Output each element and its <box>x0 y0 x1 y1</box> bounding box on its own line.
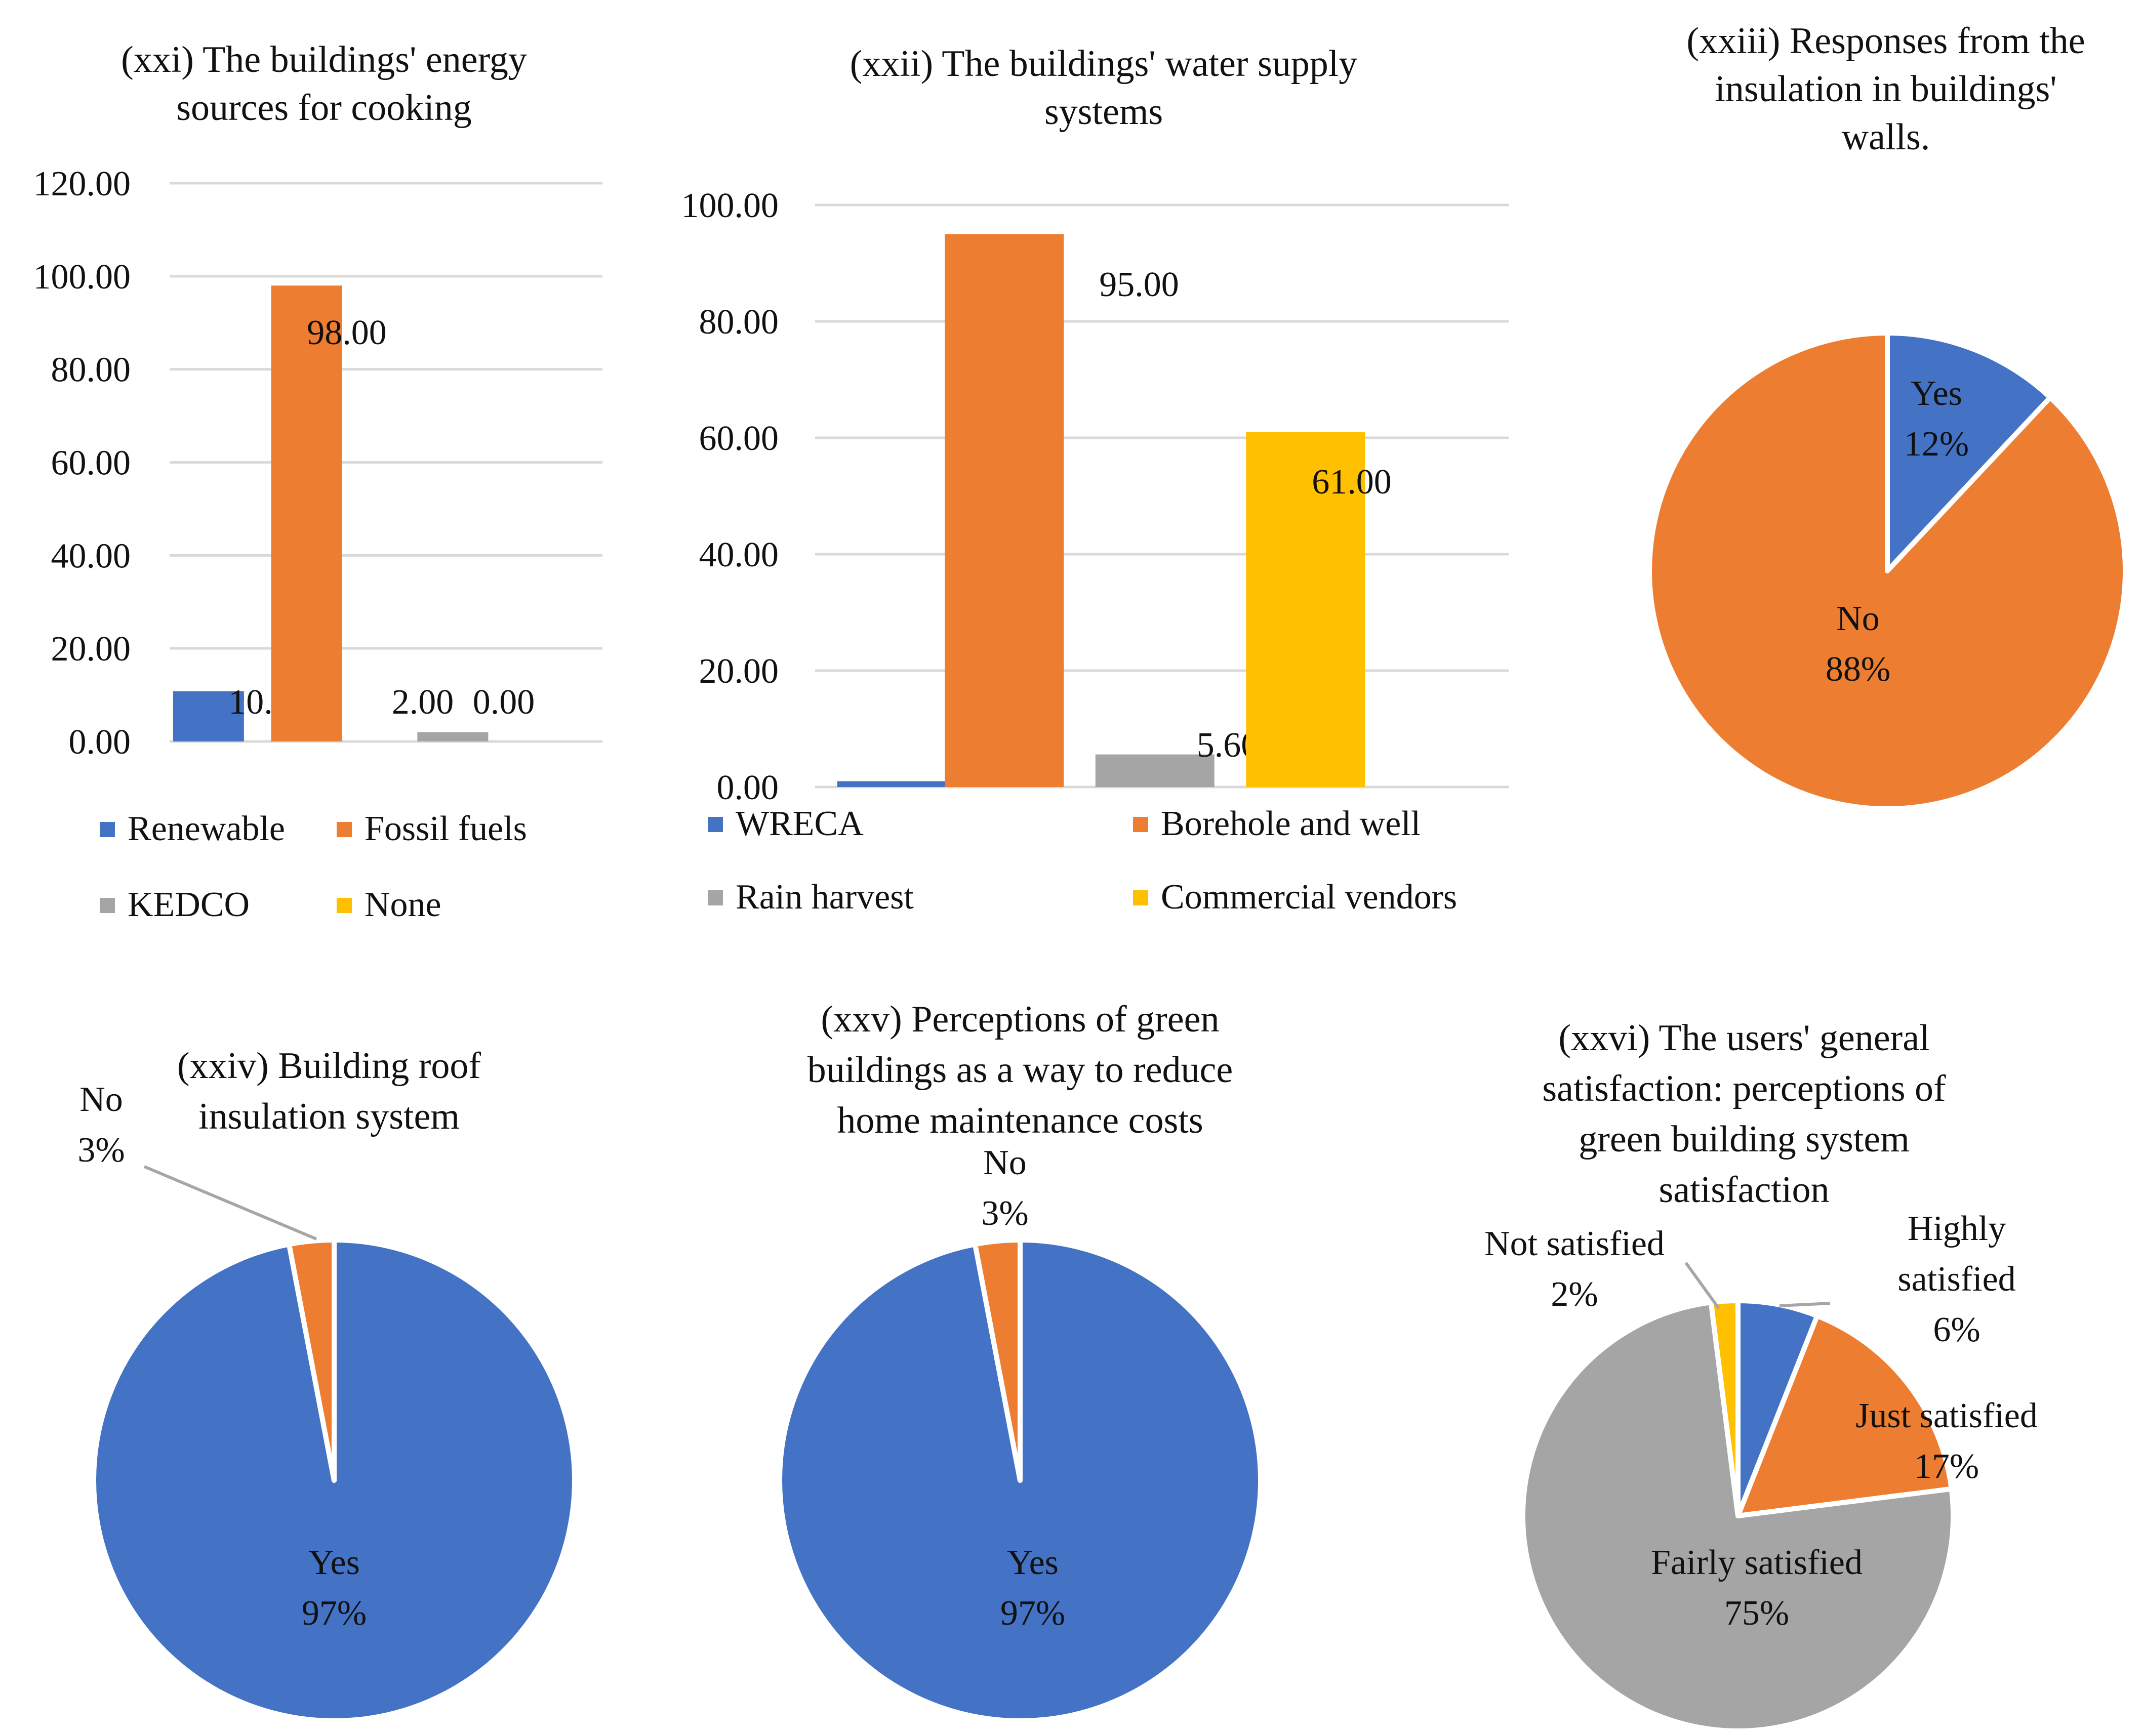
bar-xxi-fossil-fuels <box>271 285 342 741</box>
pie-slice-xxv-1 <box>972 1237 1023 1483</box>
y-tick-xxi-5: 100.00 <box>33 258 131 297</box>
legend-swatch-xxi-0 <box>100 822 115 837</box>
data-label-xxi-3: 0.00 <box>473 683 535 722</box>
leader-line-xxiv-1 <box>143 1165 317 1241</box>
y-tick-xxi-0: 0.00 <box>69 723 131 762</box>
slice-pct-xxiii-1: 88% <box>1826 650 1890 689</box>
slice-pct-xxiv-1: 3% <box>77 1131 125 1170</box>
slice-pct-xxv-0: 97% <box>1000 1594 1065 1633</box>
pie-slice-xxvi-1 <box>1735 1313 1954 1518</box>
title-xxv-line-3: home maintenance costs <box>837 1100 1203 1141</box>
slice-label-xxiii-0: Yes <box>1911 374 1962 413</box>
legend-label-xxii-1: Borehole and well <box>1161 804 1421 843</box>
data-label-xxi-1: 98.00 <box>307 313 387 352</box>
title-xxi-line-2: sources for cooking <box>176 87 472 129</box>
bar-xxii-borehole-and-well <box>945 234 1064 787</box>
y-tick-xxii-0: 0.00 <box>717 768 779 807</box>
title-xxiv-line-2: insulation system <box>198 1096 460 1137</box>
y-tick-xxi-2: 40.00 <box>51 536 131 575</box>
slice-pct-xxiv-0: 97% <box>302 1594 367 1633</box>
slice-pct-xxvi-1: 17% <box>1914 1447 1979 1486</box>
slice-label-xxvi-1-0: Just satisfied <box>1855 1396 2038 1435</box>
slice-label-xxiv-1: No <box>79 1080 123 1119</box>
pie-slice-xxvi-3 <box>1708 1298 1741 1518</box>
title-xxvi-line-2: satisfaction: perceptions of <box>1542 1068 1946 1109</box>
title-xxiii-line-2: insulation in buildings' <box>1715 68 2056 110</box>
title-xxiii-line-3: walls. <box>1842 116 1930 158</box>
title-xxvi-line-4: satisfaction <box>1659 1169 1829 1211</box>
legend-label-xxi-2: KEDCO <box>128 885 250 924</box>
title-xxv-line-2: buildings as a way to reduce <box>807 1049 1233 1091</box>
title-xxvi-line-1: (xxvi) The users' general <box>1558 1017 1929 1059</box>
slice-label-xxvi-3-0: Not satisfied <box>1484 1224 1665 1263</box>
y-tick-xxii-3: 60.00 <box>699 419 779 458</box>
legend-label-xxi-0: Renewable <box>128 809 285 848</box>
title-xxi-line-1: (xxi) The buildings' energy <box>121 39 527 80</box>
slice-label-xxvi-0-0: Highly <box>1908 1209 2006 1248</box>
legend-label-xxi-1: Fossil fuels <box>365 809 527 848</box>
legend-label-xxii-2: Rain harvest <box>736 878 914 917</box>
pie-slice-xxiii-1 <box>1647 330 2128 811</box>
y-tick-xxi-1: 20.00 <box>51 630 131 669</box>
slice-pct-xxvi-0: 6% <box>1933 1310 1980 1349</box>
y-tick-xxi-4: 80.00 <box>51 351 131 390</box>
title-xxiv-line-1: (xxiv) Building roof <box>177 1045 481 1087</box>
slice-pct-xxvi-3: 2% <box>1551 1275 1598 1314</box>
legend-swatch-xxi-2 <box>100 898 115 913</box>
leader-line-xxvi-3 <box>1684 1262 1720 1309</box>
pie-slice-xxiv-1 <box>286 1237 337 1483</box>
title-xxii-line-2: systems <box>1044 91 1163 133</box>
legend-swatch-xxi-1 <box>337 822 352 837</box>
data-label-xxii-1: 95.00 <box>1099 265 1179 304</box>
slice-label-xxvi-2-0: Fairly satisfied <box>1651 1543 1863 1582</box>
title-xxii-line-1: (xxii) The buildings' water supply <box>850 43 1358 85</box>
bar-xxi-renewable <box>173 691 244 741</box>
legend-swatch-xxii-2 <box>708 890 723 905</box>
data-label-xxi-2: 2.00 <box>392 683 454 722</box>
data-label-xxii-3: 61.00 <box>1312 463 1392 502</box>
slice-pct-xxvi-2: 75% <box>1724 1594 1789 1633</box>
slice-pct-xxiii-0: 12% <box>1904 425 1969 464</box>
title-xxvi-line-3: green building system <box>1579 1119 1910 1160</box>
legend-swatch-xxi-3 <box>337 898 352 913</box>
y-tick-xxi-6: 120.00 <box>33 164 131 203</box>
leader-line-xxvi-0 <box>1779 1302 1831 1307</box>
title-xxiii-line-1: (xxiii) Responses from the <box>1686 20 2085 62</box>
slice-pct-xxv-1: 3% <box>981 1194 1028 1233</box>
legend-label-xxii-0: WRECA <box>736 804 864 843</box>
bar-xxii-rain-harvest <box>1095 754 1215 787</box>
pie-slice-xxiii-0 <box>1885 330 2053 573</box>
y-tick-xxii-4: 80.00 <box>699 303 779 342</box>
slice-label-xxv-1: No <box>983 1143 1027 1182</box>
slice-label-xxvi-0-1: satisfied <box>1897 1260 2015 1299</box>
slice-label-xxiii-1: No <box>1836 599 1880 638</box>
legend-swatch-xxii-0 <box>708 817 723 832</box>
bar-xxii-commercial-vendors <box>1246 432 1365 787</box>
slice-label-xxiv-0: Yes <box>308 1543 360 1582</box>
legend-swatch-xxii-1 <box>1133 817 1148 832</box>
legend-swatch-xxii-3 <box>1133 890 1148 905</box>
title-xxv-line-1: (xxv) Perceptions of green <box>821 999 1219 1040</box>
y-tick-xxii-1: 20.00 <box>699 652 779 691</box>
legend-label-xxii-3: Commercial vendors <box>1161 878 1457 917</box>
legend-label-xxi-3: None <box>365 885 441 924</box>
y-tick-xxii-5: 100.00 <box>681 186 779 225</box>
y-tick-xxi-3: 60.00 <box>51 444 131 483</box>
y-tick-xxii-2: 40.00 <box>699 535 779 574</box>
slice-label-xxv-0: Yes <box>1007 1543 1059 1582</box>
bar-xxi-kedco <box>417 732 489 741</box>
bar-xxii-wreca <box>837 781 956 787</box>
